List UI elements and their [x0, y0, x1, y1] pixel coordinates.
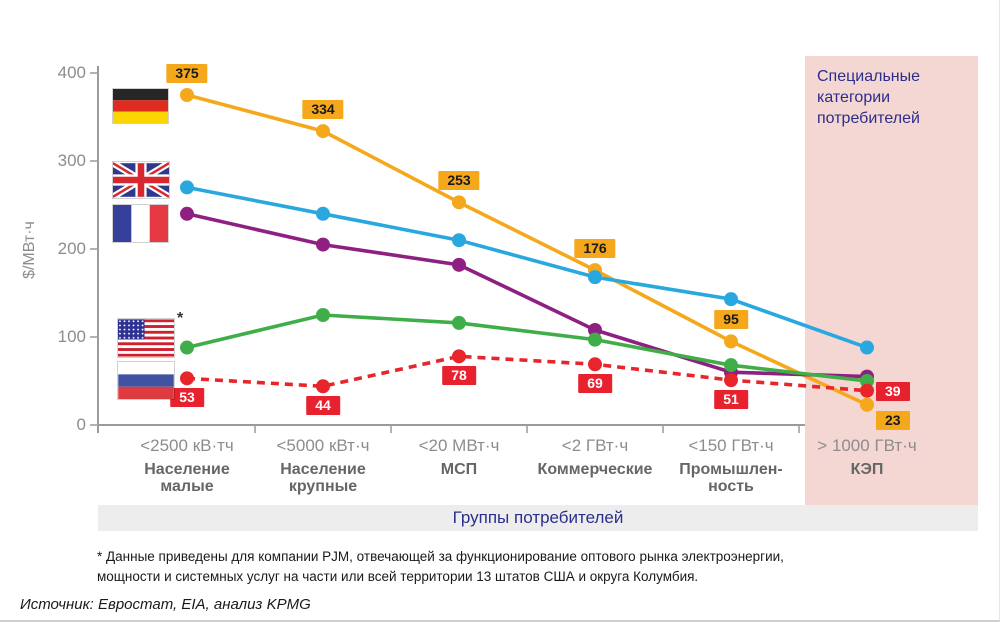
russia-line: [186, 354, 868, 393]
germany-flag-icon: [112, 88, 169, 124]
usa-point: [180, 340, 194, 355]
germany-point: [724, 334, 738, 349]
russia-value-badge: 44: [306, 396, 340, 416]
category-unit-label: <2 ГВт·ч: [561, 436, 629, 455]
y-axis-tick-label: 0: [76, 415, 86, 434]
usa-line: [186, 313, 868, 383]
germany-value-badge: 253: [438, 171, 480, 191]
category-unit-label: <5000 кВт·ч: [276, 436, 370, 455]
russia-value-badge: 53: [170, 388, 204, 408]
x-axis-category: <150 ГВт·ч Промышлен- ность: [646, 436, 816, 495]
russia-flag-icon: [117, 361, 175, 400]
russia-point: [452, 349, 466, 364]
y-axis-tick-label: 100: [57, 327, 86, 346]
category-group-label: Промышлен- ность: [679, 461, 783, 495]
russia-value-badge: 39: [876, 381, 910, 401]
category-group-label: МСП: [440, 461, 478, 478]
usa-point: [724, 358, 738, 373]
france-point: [316, 237, 330, 252]
uk-point: [860, 340, 874, 355]
footnote: * Данные приведены для компании PJM, отв…: [97, 549, 784, 584]
russia-value-badge: 51: [714, 390, 748, 410]
y-axis-tick-label: 400: [57, 63, 86, 82]
germany-value-badge: 176: [574, 239, 616, 259]
germany-point: [860, 397, 874, 412]
y-axis-tick-label: 200: [57, 239, 86, 258]
special-categories-region: [805, 56, 978, 505]
france-point: [180, 206, 194, 221]
x-axis-category: <20 МВт·ч МСП: [374, 436, 544, 478]
x-axis-category: > 1000 ГВт·ч КЭП: [782, 436, 952, 478]
uk-point: [724, 292, 738, 307]
category-group-label: Население малые: [144, 461, 230, 495]
category-group-label: Население крупные: [280, 461, 366, 495]
usa-flag-icon: [117, 318, 175, 358]
uk-point: [588, 270, 602, 285]
uk-point: [452, 233, 466, 248]
germany-line: [186, 93, 868, 407]
russia-point: [316, 379, 330, 394]
x-axis-title: Группы потребителей: [452, 508, 624, 527]
category-unit-label: > 1000 ГВт·ч: [817, 436, 917, 455]
france-point: [452, 257, 466, 272]
russia-value-badge: 78: [442, 366, 476, 386]
russia-point: [180, 371, 194, 386]
germany-point: [316, 124, 330, 139]
usa-footnote-marker: *: [177, 310, 184, 327]
germany-value-badge: 334: [302, 100, 344, 120]
category-group-label: КЭП: [850, 461, 884, 478]
source-note: Источник: Евростат, EIA, анализ KPMG: [20, 596, 311, 613]
russia-point: [588, 357, 602, 372]
category-unit-label: <150 ГВт·ч: [688, 436, 774, 455]
germany-point: [180, 88, 194, 102]
usa-point: [588, 332, 602, 347]
category-unit-label: <20 МВт·ч: [418, 436, 500, 455]
germany-value-badge: 95: [714, 310, 748, 330]
x-axis-title-band: Группы потребителей: [98, 505, 978, 531]
france-flag-icon: [112, 204, 169, 243]
uk-point: [180, 180, 194, 195]
france-point: [588, 322, 602, 337]
uk-line: [186, 185, 868, 350]
special-categories-label: Специальные категории потребителей: [817, 68, 921, 127]
germany-value-badge: 375: [166, 64, 208, 83]
y-axis-tick-label: 300: [57, 151, 86, 170]
russia-value-badge: 69: [578, 374, 612, 394]
category-group-label: Коммерческие: [537, 461, 653, 478]
x-axis-category: <2500 кВ·тч Население малые: [102, 436, 272, 495]
usa-point: [452, 315, 466, 330]
category-unit-label: <2500 кВ·тч: [140, 436, 234, 455]
uk-flag-icon: [112, 161, 170, 199]
usa-point: [316, 308, 330, 322]
germany-value-badge: 23: [876, 410, 910, 430]
uk-point: [316, 206, 330, 221]
russia-point: [724, 373, 738, 388]
x-axis-category: <5000 кВт·ч Население крупные: [238, 436, 408, 495]
france-line: [186, 212, 868, 379]
germany-point: [452, 195, 466, 210]
russia-point: [860, 383, 874, 398]
x-axis-category: <2 ГВт·ч Коммерческие: [510, 436, 680, 478]
usa-point: [860, 374, 874, 388]
